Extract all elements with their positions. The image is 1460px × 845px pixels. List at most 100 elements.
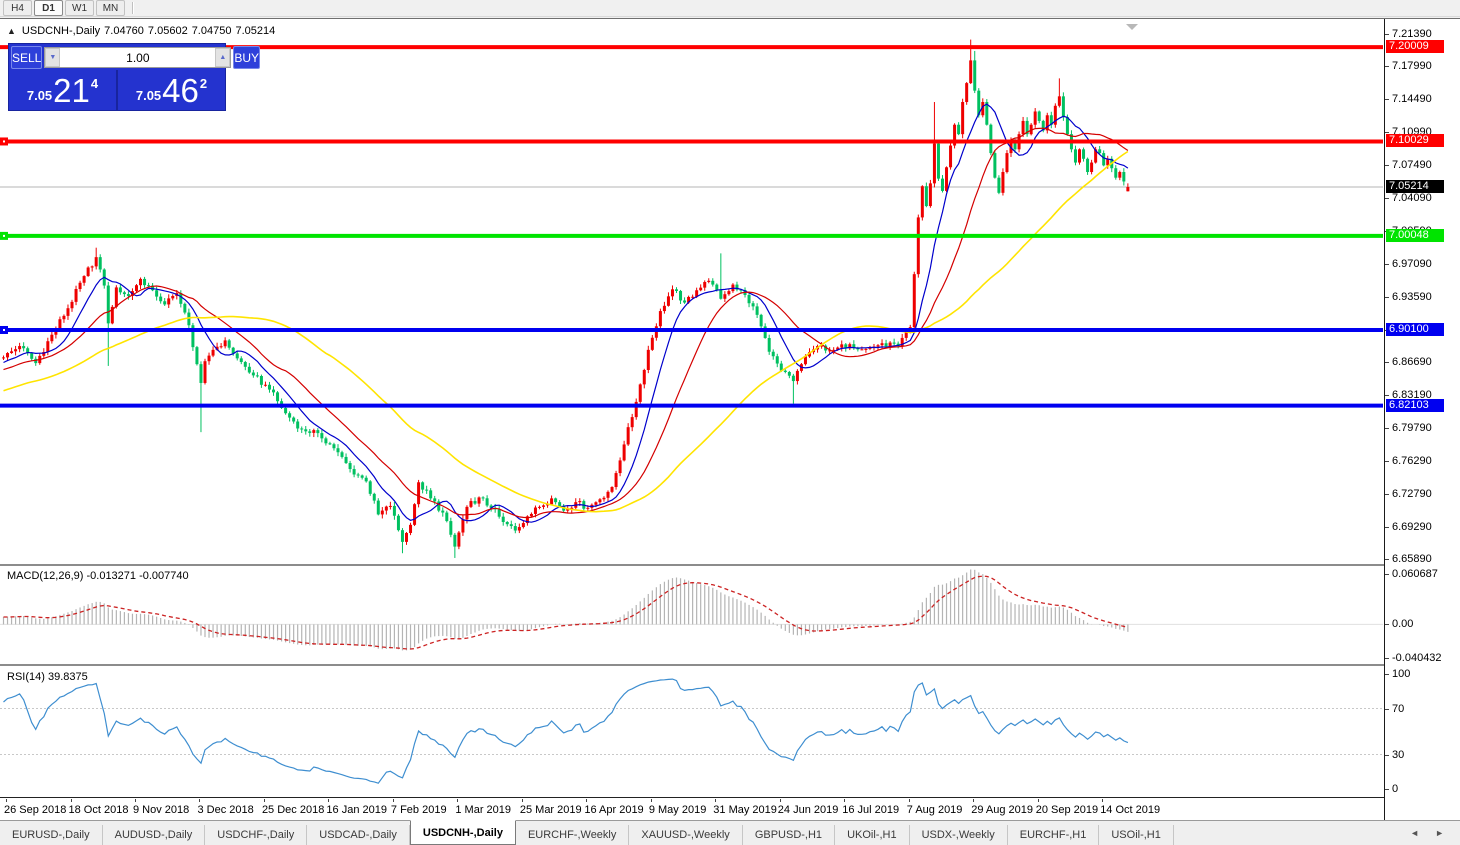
date-tick-label: 25 Mar 2019 xyxy=(519,804,582,816)
macd-tick-mark xyxy=(1385,658,1389,659)
date-tick-label: 9 May 2019 xyxy=(648,804,707,816)
date-tick-mark xyxy=(779,799,781,802)
date-tick-mark xyxy=(1102,799,1104,802)
date-tick-mark xyxy=(521,799,523,802)
price-tick-label: 7.17990 xyxy=(1392,60,1432,73)
macd-tick-mark xyxy=(1385,624,1389,626)
price-tick-label: 7.04090 xyxy=(1392,191,1432,204)
chart-tab-usdx-weekly[interactable]: USDX-,Weekly xyxy=(910,825,1008,845)
macd-axis-label: -0.040432 xyxy=(1392,652,1442,664)
price-tick-mark xyxy=(1385,427,1389,429)
panel-splitter-macd[interactable] xyxy=(0,564,1460,567)
date-tick-label: 29 Aug 2019 xyxy=(971,804,1034,816)
date-tick-mark xyxy=(134,799,136,802)
moving-average-21 xyxy=(3,127,1129,519)
price-tick-label: 6.69290 xyxy=(1392,520,1432,533)
chart-tab-eurusd-daily[interactable]: EURUSD-,Daily xyxy=(0,825,103,845)
chart-tabs: EURUSD-,Daily AUDUSD-,Daily USDCHF-,Daily U… xyxy=(0,820,1174,845)
buy-price-prefix: 7.05 xyxy=(135,88,162,103)
rsi-canvas[interactable] xyxy=(0,666,1383,797)
one-click-trading-panel: SELL ▼ ▲ BUY 7.05 21 4 7.05 46 2 xyxy=(8,43,261,111)
sell-price[interactable]: 7.05 21 4 xyxy=(9,70,118,111)
price-tick-label: 7.14490 xyxy=(1392,93,1432,106)
buy-price-sup: 2 xyxy=(199,76,208,91)
rsi-value: 39.8375 xyxy=(47,671,88,683)
price-tick-mark xyxy=(1385,197,1389,199)
symbol-name: USDCNH-,Daily xyxy=(21,25,101,37)
price-badge-6.82103: 6.82103 xyxy=(1386,398,1444,412)
price-tick-label: 6.79790 xyxy=(1392,421,1432,434)
chart-tab-bar: EURUSD-,Daily AUDUSD-,Daily USDCHF-,Daily U… xyxy=(0,820,1460,845)
price-tick-label: 6.72790 xyxy=(1392,487,1432,500)
ohlc-open: 7.04760 xyxy=(104,25,144,37)
volume-increase-icon[interactable]: ▲ xyxy=(215,48,231,67)
chart-tab-usdchf-daily[interactable]: USDCHF-,Daily xyxy=(205,825,308,845)
price-tick-label: 6.76290 xyxy=(1392,454,1432,467)
price-tick-mark xyxy=(1385,99,1389,101)
chart-shift-marker-icon[interactable] xyxy=(1126,24,1138,30)
sell-button[interactable]: SELL xyxy=(11,46,43,69)
date-tick-label: 16 Apr 2019 xyxy=(584,804,644,816)
timeframe-button-d1[interactable]: D1 xyxy=(34,0,63,16)
macd-canvas[interactable] xyxy=(0,566,1383,664)
date-tick-label: 7 Feb 2019 xyxy=(390,804,447,816)
chart-tab-eurchf-h1[interactable]: EURCHF-,H1 xyxy=(1008,825,1100,845)
date-tick-label: 7 Aug 2019 xyxy=(906,804,963,816)
rsi-name: RSI(14) xyxy=(7,671,45,683)
one-click-collapse-icon[interactable]: ▲ xyxy=(7,26,16,36)
rsi-axis-label: 70 xyxy=(1392,702,1405,715)
macd-label: MACD(12,26,9) -0.013271 -0.007740 xyxy=(7,570,189,582)
price-badge-6.901: 6.90100 xyxy=(1386,322,1444,336)
date-tick-label: 9 Nov 2018 xyxy=(132,804,190,816)
price-tick-mark xyxy=(1385,559,1389,560)
volume-decrease-icon[interactable]: ▼ xyxy=(45,48,61,67)
timeframe-toolbar: H4 D1 W1 MN xyxy=(0,0,1460,17)
chart-tab-gbpusd-h1[interactable]: GBPUSD-,H1 xyxy=(743,825,836,845)
timeframe-button-w1[interactable]: W1 xyxy=(65,0,94,16)
macd-axis-label: 0.00 xyxy=(1392,618,1414,631)
date-tick-label: 20 Sep 2019 xyxy=(1035,804,1099,816)
macd-signal-line xyxy=(3,575,1129,650)
chart-window[interactable]: ▲ USDCNH-,Daily 7.04760 7.05602 7.04750 … xyxy=(0,18,1460,820)
date-axis[interactable]: 26 Sep 2018 18 Oct 2018 9 Nov 2018 3 Dec 20… xyxy=(0,799,1384,820)
date-tick-label: 16 Jan 2019 xyxy=(326,804,387,816)
chart-tab-eurchf-weekly[interactable]: EURCHF-,Weekly xyxy=(516,825,630,845)
buy-button[interactable]: BUY xyxy=(233,46,261,69)
buy-price[interactable]: 7.05 46 2 xyxy=(118,70,225,111)
price-tick-mark xyxy=(1385,296,1389,298)
chart-tab-usdcnh-daily[interactable]: USDCNH-,Daily xyxy=(409,820,516,845)
date-tick-mark xyxy=(844,799,846,802)
ohlc-low: 7.04750 xyxy=(191,25,232,37)
chart-tab-usoil-h1[interactable]: USOil-,H1 xyxy=(1099,825,1174,845)
price-tick-mark xyxy=(1385,165,1389,167)
chart-tab-ukoil-h1[interactable]: UKOil-,H1 xyxy=(835,825,910,845)
rsi-label: RSI(14) 39.8375 xyxy=(7,671,88,683)
rsi-tick-mark xyxy=(1385,754,1389,756)
sell-price-big: 21 xyxy=(53,72,90,109)
tabs-scroll-left-icon[interactable]: ◄ xyxy=(1410,828,1420,838)
ohlc-close: 7.05214 xyxy=(235,25,276,37)
chart-tab-xauusd-weekly[interactable]: XAUUSD-,Weekly xyxy=(629,825,743,845)
macd-name: MACD(12,26,9) xyxy=(7,570,84,582)
chart-tab-usdcad-daily[interactable]: USDCAD-,Daily xyxy=(307,825,410,845)
chart-symbol-header: ▲ USDCNH-,Daily 7.04760 7.05602 7.04750 … xyxy=(7,25,275,37)
main-chart-canvas[interactable] xyxy=(0,20,1383,564)
price-badge-7.10029: 7.10029 xyxy=(1386,134,1444,148)
price-badge-7.00048: 7.00048 xyxy=(1386,228,1444,242)
timeframe-button-h4[interactable]: H4 xyxy=(3,0,32,16)
date-tick-mark xyxy=(199,799,201,802)
moving-average-55 xyxy=(3,150,1129,513)
panel-splitter-rsi[interactable] xyxy=(0,664,1460,667)
chart-tab-audusd-daily[interactable]: AUDUSD-,Daily xyxy=(103,825,206,845)
macd-value-signal: -0.007740 xyxy=(139,570,189,582)
price-tick-mark xyxy=(1385,395,1389,397)
date-tick-mark xyxy=(650,799,652,802)
date-tick-mark xyxy=(908,799,910,802)
volume-input[interactable] xyxy=(60,48,216,67)
tabs-scroll-right-icon[interactable]: ► xyxy=(1435,828,1444,838)
timeframe-button-mn[interactable]: MN xyxy=(96,0,125,16)
macd-value-main: -0.013271 xyxy=(86,570,137,582)
price-axis[interactable]: 7.21390 7.17990 7.14490 7.10990 7.07490 7.040… xyxy=(1384,19,1460,820)
rsi-line xyxy=(3,678,1129,784)
